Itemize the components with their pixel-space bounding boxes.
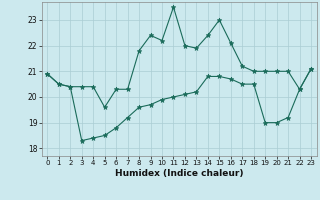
X-axis label: Humidex (Indice chaleur): Humidex (Indice chaleur) [115,169,244,178]
